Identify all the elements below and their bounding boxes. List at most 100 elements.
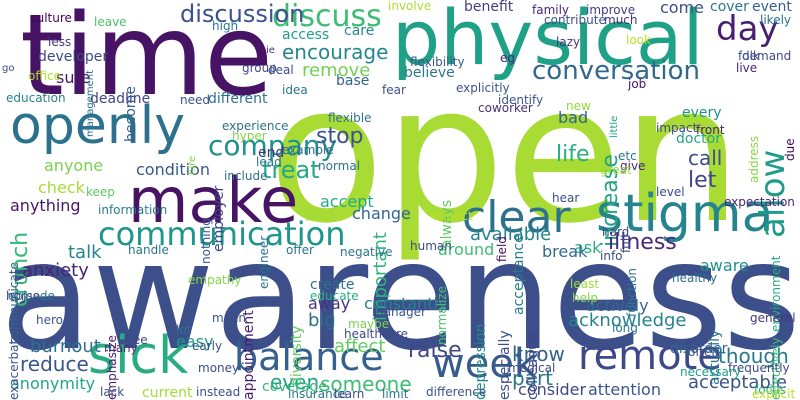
word-learn: learn	[334, 387, 365, 400]
word-less: less	[48, 35, 72, 49]
word-group: group	[242, 61, 277, 75]
word-current: current	[142, 385, 193, 400]
word-anonymity: anonymity	[10, 374, 96, 393]
word-home: home	[6, 289, 41, 303]
word-new: new	[566, 99, 591, 113]
word-culture: culture	[30, 11, 72, 25]
word-flexibility: flexibility	[410, 55, 465, 69]
word-attention: attention	[588, 380, 661, 399]
word-give: give	[620, 159, 646, 173]
word-often: often	[688, 345, 720, 359]
word-break: break	[542, 242, 588, 261]
word-coworker: coworker	[478, 101, 533, 115]
word-include: include	[224, 169, 268, 183]
word-burnout: burnout	[30, 336, 101, 357]
word-allow: allow	[753, 149, 793, 238]
word-lead: lead	[256, 155, 282, 169]
word-expectation: expectation	[724, 195, 795, 209]
word-educate: educate	[310, 289, 359, 303]
word-anxiety: anxiety	[22, 260, 89, 281]
word-come: come	[660, 0, 705, 17]
word-let: let	[688, 168, 717, 193]
word-company: company	[208, 129, 338, 162]
word-encourage: encourage	[282, 40, 389, 64]
word-actively: actively	[586, 296, 649, 315]
word-necessary: necessary	[680, 365, 741, 379]
word-care: care	[344, 23, 375, 39]
word-look: look	[626, 33, 651, 47]
word-accept: accept	[320, 192, 374, 211]
word-idea: idea	[282, 83, 308, 97]
word-base: base	[336, 73, 370, 89]
word-constantly: constantly	[364, 294, 448, 313]
word-even: even	[270, 370, 320, 394]
word-conversation: conversation	[532, 56, 701, 86]
word-flexible: flexible	[328, 111, 372, 125]
word-deadline: deadline	[90, 91, 151, 107]
word-sure: sure	[56, 68, 91, 87]
word-mean: mean	[212, 311, 247, 325]
word-communicate: communicate	[7, 262, 21, 344]
word-illness: illness	[608, 230, 677, 255]
word-field: field	[495, 236, 509, 262]
word-great: great	[600, 163, 632, 177]
word-affect: affect	[334, 336, 386, 357]
word-stigma: stigma	[596, 184, 774, 244]
word-remove: remove	[302, 60, 371, 81]
word-education: education	[6, 91, 66, 105]
word-change: change	[352, 204, 411, 223]
word-coverage: coverage	[262, 379, 327, 395]
word-free: free	[124, 333, 148, 347]
word-create: create	[310, 277, 355, 293]
word-event: event	[752, 0, 792, 15]
word-management: management	[85, 70, 96, 137]
word-need: need	[180, 93, 210, 107]
word-go: go	[2, 63, 15, 74]
word-maybe: maybe	[348, 317, 390, 331]
word-week: week	[432, 341, 538, 387]
word-high: high	[212, 19, 239, 33]
word-hear: hear	[552, 191, 580, 205]
word-lot: lot	[176, 323, 192, 337]
word-early: early	[192, 339, 223, 353]
word-someone: someone	[320, 372, 412, 396]
word-leave: leave	[94, 15, 127, 29]
word-etc: etc	[618, 149, 637, 163]
word-keep: keep	[86, 185, 115, 199]
word-hire: hire	[187, 155, 198, 175]
word-call: call	[688, 146, 723, 170]
word-difference: difference	[426, 385, 487, 399]
word-help: help	[572, 291, 598, 305]
word-employer: employer	[211, 185, 227, 252]
word-part: part	[512, 366, 554, 390]
word-clear: clear	[462, 192, 571, 243]
word-human: human	[410, 239, 452, 253]
word-condition: condition	[136, 160, 210, 179]
word-make: make	[128, 164, 299, 237]
word-frequently: frequently	[728, 361, 790, 375]
word-handle: handle	[128, 243, 169, 257]
word-folk: folk	[738, 49, 760, 63]
word-fear: fear	[382, 83, 406, 97]
word-normal: normal	[318, 159, 361, 173]
word-due: due	[783, 138, 797, 161]
word-bad: bad	[558, 108, 589, 127]
word-reduce: reduce	[20, 352, 89, 376]
word-balance: balance	[234, 335, 384, 379]
word-around: around	[438, 240, 495, 259]
word-engineer: engineer	[257, 235, 271, 289]
word-stop: stop	[316, 124, 364, 149]
word-insurance: insurance	[288, 387, 347, 400]
word-sick: sick	[88, 326, 189, 386]
word-expect: expect	[432, 209, 473, 223]
word-limit: limit	[382, 387, 409, 400]
word-discussion: discussion	[180, 0, 305, 28]
word-treat: treat	[262, 156, 320, 184]
word-information: information	[98, 203, 168, 217]
word-every: every	[682, 105, 722, 121]
word-day: day	[716, 9, 779, 49]
word-anyone: anyone	[44, 156, 104, 175]
word-identify: identify	[498, 93, 544, 107]
word-level: level	[656, 185, 685, 199]
word-big: big	[308, 310, 336, 331]
